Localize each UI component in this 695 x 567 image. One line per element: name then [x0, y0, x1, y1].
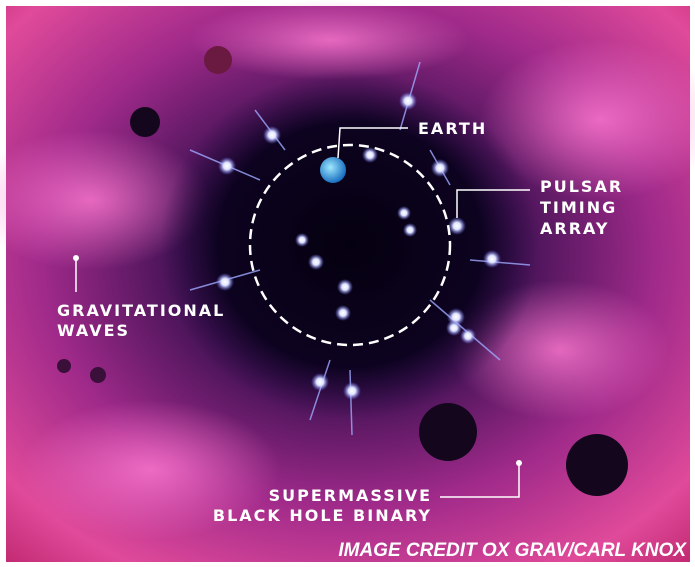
image-credit: IMAGE CREDIT OX GRAV/CARL KNOX	[338, 540, 687, 561]
pulsar-ring	[248, 143, 452, 347]
waves-label: GRAVITATIONAL	[57, 301, 225, 320]
pulsar-label: ARRAY	[540, 219, 609, 238]
pulsar-label: TIMING	[540, 198, 617, 217]
binary-label: BLACK HOLE BINARY	[213, 506, 432, 525]
waves-label: WAVES	[57, 321, 130, 340]
earth	[320, 157, 346, 183]
black-holes	[57, 46, 628, 496]
pulsars	[189, 61, 531, 436]
earth-label: EARTH	[418, 119, 487, 138]
binary-label: SUPERMASSIVE	[269, 486, 432, 505]
leader-lines	[73, 127, 530, 498]
pulsar-label: PULSAR	[540, 177, 623, 196]
